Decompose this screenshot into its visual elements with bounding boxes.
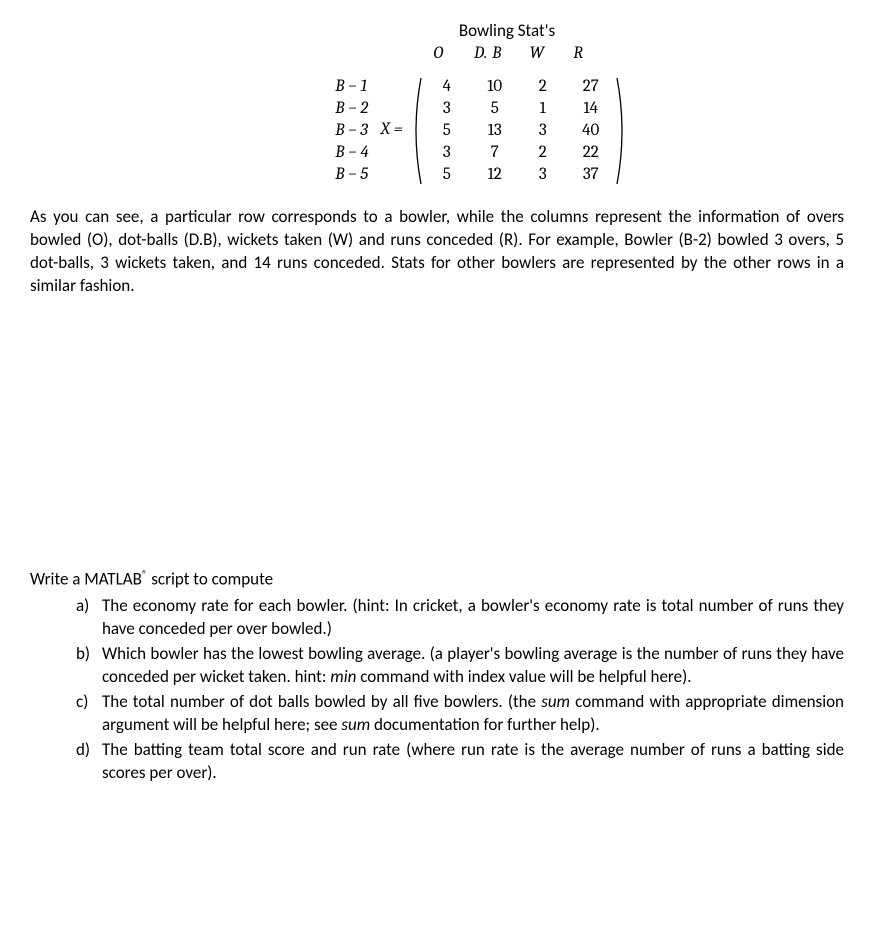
question-list: a) The economy rate for each bowler. (hi… (30, 595, 844, 785)
column-headers: O D. B W R (170, 43, 844, 66)
cell: 5 (471, 98, 519, 120)
matrix-area: B − 1 B − 2 B − 3 B − 4 B − 5 X = 4 10 2… (120, 76, 844, 186)
prompt-suffix: script to compute (147, 568, 273, 589)
cell: 13 (471, 120, 519, 142)
cell: 3 (519, 164, 567, 186)
text-run: The total number of dot balls bowled by … (102, 691, 541, 712)
cell: 27 (567, 76, 615, 98)
explanation-paragraph: As you can see, a particular row corresp… (30, 206, 844, 298)
item-text: The economy rate for each bowler. (hint:… (102, 595, 844, 641)
cell: 12 (471, 164, 519, 186)
prompt-line: Write a MATLAB® script to compute (30, 568, 844, 592)
cell: 4 (423, 76, 471, 98)
list-item: b) Which bowler has the lowest bowling a… (76, 643, 844, 689)
cell: 3 (519, 120, 567, 142)
cell: 14 (567, 98, 615, 120)
document-page: Bowling Stat's O D. B W R B − 1 B − 2 B … (0, 0, 874, 827)
col-O: O (419, 43, 459, 66)
row-label: B − 1 (335, 76, 368, 98)
list-item: d) The batting team total score and run … (76, 739, 844, 785)
item-text: The total number of dot balls bowled by … (102, 691, 844, 737)
text-run-italic: min (330, 666, 356, 687)
text-run: command with index value will be helpful… (356, 666, 691, 687)
row-label: B − 5 (335, 164, 368, 186)
table-row: 5 13 3 40 (423, 120, 615, 142)
matrix-table: 4 10 2 27 3 5 1 14 5 13 3 40 (423, 76, 615, 186)
table-row: 3 7 2 22 (423, 142, 615, 164)
text-run: documentation for further help). (370, 714, 600, 735)
cell: 5 (423, 120, 471, 142)
cell: 1 (519, 98, 567, 120)
x-equals: X = (381, 119, 403, 142)
table-row: 5 12 3 37 (423, 164, 615, 186)
cell: 3 (423, 98, 471, 120)
item-label: b) (76, 643, 102, 689)
list-item: a) The economy rate for each bowler. (hi… (76, 595, 844, 641)
cell: 22 (567, 142, 615, 164)
cell: 7 (471, 142, 519, 164)
col-DB: D. B (463, 43, 513, 66)
table-row: 4 10 2 27 (423, 76, 615, 98)
matrix-header-block: Bowling Stat's O D. B W R (170, 20, 844, 66)
col-W: W (517, 43, 557, 66)
list-item: c) The total number of dot balls bowled … (76, 691, 844, 737)
vertical-gap (30, 298, 844, 558)
row-label: B − 3 (335, 120, 368, 142)
row-label: B − 2 (335, 98, 368, 120)
cell: 10 (471, 76, 519, 98)
cell: 3 (423, 142, 471, 164)
cell: 5 (423, 164, 471, 186)
matrix-with-parens: 4 10 2 27 3 5 1 14 5 13 3 40 (409, 76, 629, 186)
item-text: The batting team total score and run rat… (102, 739, 844, 785)
text-run-italic: sum (541, 691, 570, 712)
stats-title: Bowling Stat's (170, 20, 844, 43)
item-label: a) (76, 595, 102, 641)
cell: 37 (567, 164, 615, 186)
item-label: d) (76, 739, 102, 785)
item-text: Which bowler has the lowest bowling aver… (102, 643, 844, 689)
cell: 2 (519, 76, 567, 98)
row-label: B − 4 (335, 142, 368, 164)
text-run-italic: sum (341, 714, 370, 735)
col-R: R (561, 43, 595, 66)
left-paren-icon (409, 76, 423, 186)
table-row: 3 5 1 14 (423, 98, 615, 120)
item-label: c) (76, 691, 102, 737)
cell: 2 (519, 142, 567, 164)
prompt-prefix: Write a MATLAB (30, 568, 142, 589)
cell: 40 (567, 120, 615, 142)
right-paren-icon (615, 76, 629, 186)
row-labels: B − 1 B − 2 B − 3 B − 4 B − 5 (335, 76, 368, 186)
